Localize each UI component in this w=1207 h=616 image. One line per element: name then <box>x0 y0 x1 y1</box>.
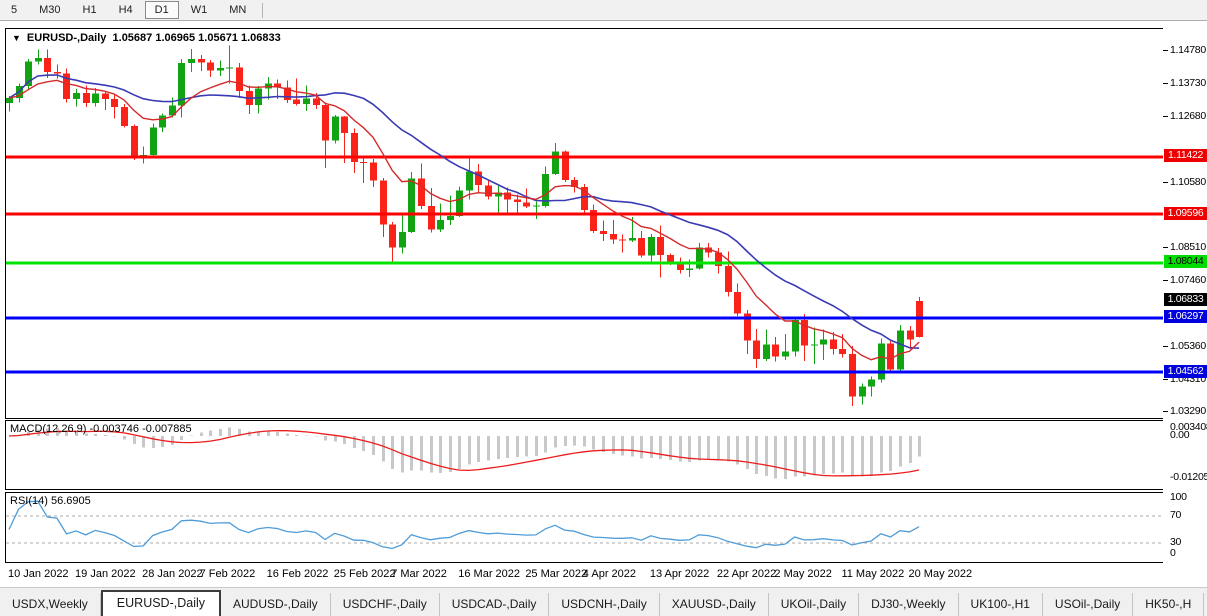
chart-tab-bar: USDX,Weekly EURUSD-,Daily AUDUSD-,Daily USD… <box>0 587 1207 616</box>
date-label: 4 Apr 2022 <box>582 568 637 580</box>
chart-tab-usdchf-daily[interactable]: USDCHF-,Daily <box>330 593 440 616</box>
chart-tab-uk100-h1[interactable]: UK100-,H1 <box>958 593 1043 616</box>
ohlc-open: 1.05687 <box>112 32 153 44</box>
date-label: 11 May 2022 <box>841 568 905 580</box>
price-tick-label: 1.12680 <box>1170 110 1206 123</box>
ohlc-high: 1.06965 <box>155 32 196 44</box>
macd-label: MACD(12,26,9) -0.003746 -0.007885 <box>10 423 192 435</box>
macd-chart-canvas <box>8 427 921 480</box>
timeframe-button-D1[interactable]: D1 <box>144 1 179 19</box>
timeframe-button-5[interactable]: 5 <box>11 4 18 16</box>
macd-signal-line <box>8 429 920 477</box>
date-label: 28 Jan 2022 <box>142 568 203 580</box>
price-tick <box>1163 82 1168 84</box>
price-tick <box>1163 181 1168 183</box>
price-badge-1.06833: 1.06833 <box>1164 293 1207 307</box>
ohlc-close: 1.06833 <box>241 32 281 44</box>
date-label: 10 Jan 2022 <box>8 568 69 580</box>
price-tick-label: 1.05360 <box>1170 340 1206 353</box>
date-label: 20 May 2022 <box>908 568 973 580</box>
date-label: 25 Feb 2022 <box>333 568 396 580</box>
date-label: 19 Jan 2022 <box>75 568 136 580</box>
macd-histogram <box>18 427 921 480</box>
price-badge-1.08044: 1.08044 <box>1164 255 1207 269</box>
price-tick <box>1163 246 1168 248</box>
price-axis[interactable]: 1.14780 1.13730 1.12680 1.10580 1.08510 1.074… <box>1163 22 1207 567</box>
date-axis[interactable]: 10 Jan 2022 19 Jan 2022 28 Jan 2022 7 Feb 2… <box>0 566 1163 584</box>
price-tick <box>1163 378 1168 380</box>
timeframe-button-MN[interactable]: MN <box>229 4 247 16</box>
chart-tab-usdcad-daily[interactable]: USDCAD-,Daily <box>439 593 550 616</box>
chart-tab-eurusd-daily[interactable]: EURUSD-,Daily <box>100 590 221 616</box>
ma-fast-line <box>8 79 920 361</box>
price-tick <box>1163 345 1168 347</box>
price-tick-label: 1.03290 <box>1170 405 1206 418</box>
date-label: 16 Feb 2022 <box>266 568 329 580</box>
timeframe-button-W1[interactable]: W1 <box>190 4 208 16</box>
rsi-indicator-panel[interactable]: RSI(14) 56.6905 <box>5 492 1164 563</box>
date-label: 7 Mar 2022 <box>391 568 447 580</box>
chart-tab-dj30-weekly[interactable]: DJ30-,Weekly <box>859 593 959 616</box>
date-label: 22 Apr 2022 <box>716 568 777 580</box>
price-tick-label: 1.07460 <box>1170 274 1206 287</box>
price-tick <box>1163 410 1168 412</box>
chart-header: ▼ EURUSD-,Daily 1.05687 1.06965 1.05671 1… <box>12 32 281 44</box>
date-label: 25 Mar 2022 <box>525 568 588 580</box>
symbol-dropdown-icon: ▼ <box>12 33 21 43</box>
rsi-chart-canvas <box>6 500 1163 550</box>
price-badge-1.04562: 1.04562 <box>1164 364 1207 378</box>
timeframe-toolbar: 5 M30 H1 H4 D1 W1 MN <box>0 0 1207 21</box>
toolbar-separator <box>262 2 264 18</box>
chart-symbol-label: EURUSD-,Daily <box>26 32 107 44</box>
price-tick <box>1163 115 1168 117</box>
timeframe-button-M30[interactable]: M30 <box>39 4 61 16</box>
rsi-line <box>8 500 920 550</box>
price-badge-1.11422: 1.11422 <box>1164 149 1207 163</box>
candlestick-chart-canvas <box>6 45 1163 406</box>
macd-indicator-panel[interactable]: MACD(12,26,9) -0.003746 -0.007885 <box>5 420 1164 490</box>
price-tick-label: 1.14780 <box>1170 44 1206 56</box>
chart-tab-xauusd-daily[interactable]: XAUUSD-,Daily <box>659 593 769 616</box>
candles-layer <box>6 45 923 406</box>
horizontal-levels-layer <box>6 155 1163 374</box>
price-tick <box>1163 279 1168 281</box>
main-chart-panel[interactable]: ▼ EURUSD-,Daily 1.05687 1.06965 1.05671 1… <box>5 28 1164 419</box>
chart-tab-hk50-h[interactable]: HK50-,H <box>1133 593 1205 616</box>
rsi-label: RSI(14) 56.6905 <box>10 495 91 507</box>
price-tick-label: 1.08510 <box>1170 241 1206 254</box>
chart-tab-usoil-daily[interactable]: USOil-,Daily <box>1042 593 1134 616</box>
ohlc-low: 1.05671 <box>198 32 238 44</box>
chart-tab-audusd-daily[interactable]: AUDUSD-,Daily <box>221 593 331 616</box>
price-badge-1.06297: 1.06297 <box>1164 310 1207 324</box>
date-label: 13 Apr 2022 <box>649 568 710 580</box>
price-tick-label: 1.13730 <box>1170 77 1206 90</box>
chart-tab-usdx-weekly[interactable]: USDX,Weekly <box>0 593 101 616</box>
chart-tab-ukoil-daily[interactable]: UKOil-,Daily <box>768 593 860 616</box>
date-label: 2 May 2022 <box>774 568 832 580</box>
price-tick <box>1163 49 1168 51</box>
date-label: 7 Feb 2022 <box>199 568 256 580</box>
price-badge-1.09596: 1.09596 <box>1164 206 1207 220</box>
chart-tab-usdcnh-daily[interactable]: USDCNH-,Daily <box>549 593 660 616</box>
date-label: 16 Mar 2022 <box>458 568 521 580</box>
ma-slow-line <box>8 74 920 349</box>
timeframe-button-H1[interactable]: H1 <box>82 4 97 16</box>
price-tick-label: 1.10580 <box>1170 176 1206 189</box>
timeframe-button-H4[interactable]: H4 <box>118 4 133 16</box>
